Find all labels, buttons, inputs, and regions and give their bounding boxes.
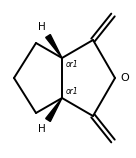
Text: H: H <box>38 22 46 32</box>
Text: H: H <box>38 124 46 134</box>
Text: or1: or1 <box>66 60 79 69</box>
Text: O: O <box>120 73 129 83</box>
Polygon shape <box>46 35 62 58</box>
Polygon shape <box>46 98 62 122</box>
Text: or1: or1 <box>66 87 79 96</box>
